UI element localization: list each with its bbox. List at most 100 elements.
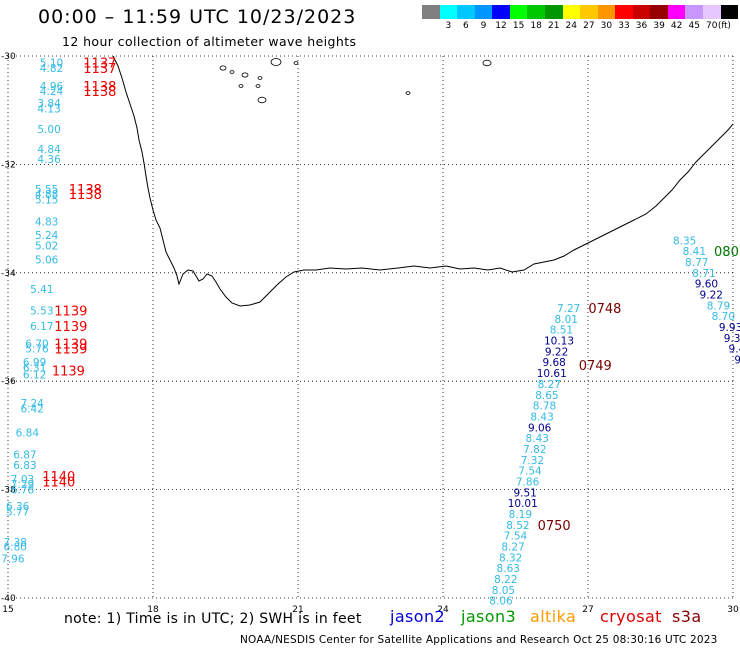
scale-swatch	[457, 5, 475, 19]
scale-swatch	[685, 5, 703, 19]
wave-height-value: 9.38	[724, 333, 740, 345]
scale-tick-label: 6	[463, 21, 469, 31]
wave-height-value: 7.32	[521, 455, 544, 467]
wave-height-value: 9.06	[528, 422, 552, 434]
scale-swatch	[509, 5, 528, 19]
wave-height-value: 6.84	[16, 428, 40, 440]
wave-height-value: 8.19	[509, 509, 532, 521]
satellite-legend-item: altika	[530, 607, 577, 626]
wave-height-value: 8.32	[499, 552, 522, 564]
pass-time-label: 1140	[42, 475, 75, 490]
scale-tick-label: 21	[547, 21, 560, 31]
pass-time-label: 1138	[69, 183, 102, 198]
wave-height-value: 8.06	[489, 596, 513, 608]
color-scale-labels: 3 6 9 12 15 18 21 24 27 30 33 36 39 42 45 70	[422, 21, 738, 33]
wave-height-value: 5.55	[35, 184, 58, 196]
scale-swatch	[632, 5, 651, 19]
graticule	[7, 55, 734, 599]
latitude-label: -30	[1, 52, 16, 62]
pass-time-label: 1140	[42, 470, 75, 485]
wave-height-value: 5.24	[35, 230, 59, 242]
wave-height-value: 8.35	[673, 235, 696, 247]
wave-height-value: 5.00	[37, 124, 60, 136]
map-title: 00:00 – 11:59 UTC 10/23/2023	[38, 6, 357, 28]
wave-height-value: 7.24	[20, 398, 44, 410]
wave-height-value: 6.17	[30, 321, 53, 333]
wave-height-value: 8.22	[494, 574, 517, 586]
longitude-label: 15	[2, 605, 13, 615]
wave-height-value: 8.01	[555, 314, 578, 326]
wave-height-value: 3.84	[37, 98, 61, 110]
wave-height-value: 8.43	[530, 411, 553, 423]
wave-height-value: 5.77	[6, 506, 29, 518]
island-outline	[482, 59, 492, 67]
longitude-label: 18	[147, 605, 159, 615]
longitude-label: 27	[582, 605, 593, 615]
wave-height-values: 5.104.82 4.964.243.844.13 5.00 4.844.36 5.55…	[1, 58, 740, 608]
pass-time-label: 1138	[83, 80, 116, 95]
scale-tick-label: 15	[512, 21, 525, 31]
wave-height-value: 7.54	[518, 466, 542, 478]
wave-height-value: 4.36	[37, 154, 61, 166]
wave-height-value: 5.15	[35, 195, 58, 207]
pass-time-label: 1139	[52, 364, 85, 379]
wave-height-value: 5.53	[30, 306, 53, 318]
wave-height-value: 9.47	[729, 344, 740, 356]
wave-height-value: 6.42	[20, 403, 43, 415]
wave-height-value: 10.61	[537, 368, 567, 380]
longitude-label: 21	[292, 605, 303, 615]
wave-height-value: 10.01	[508, 498, 538, 510]
scale-unit-label: (ft)	[718, 21, 731, 31]
pass-time-label: 1139	[54, 320, 87, 335]
wave-height-value: 7.38	[4, 537, 27, 549]
map-subtitle: 12 hour collection of altimeter wave hei…	[62, 34, 357, 49]
wave-height-value: 5.41	[30, 284, 53, 296]
wave-height-value: 6.83	[13, 460, 36, 472]
latitude-label: -40	[1, 594, 16, 604]
pass-time-label: 0807	[714, 245, 740, 260]
wave-height-value: 9.68	[542, 357, 565, 369]
wave-height-value: 8.27	[538, 379, 561, 391]
wave-height-value: 8.05	[492, 585, 515, 597]
pass-time-label: 1138	[83, 85, 116, 100]
wave-height-value: 6.36	[6, 501, 30, 513]
island-outline	[219, 65, 227, 71]
wave-height-value: 8.27	[501, 542, 524, 554]
credit-footer: NOAA/NESDIS Center for Satellite Applica…	[240, 634, 718, 646]
scale-swatch	[597, 5, 616, 19]
wave-height-value: 8.63	[497, 563, 520, 575]
pass-time-label: 0748	[588, 302, 621, 317]
pass-time-label: 1138	[69, 188, 102, 203]
wave-height-value: 10.13	[544, 336, 574, 348]
wave-height-value: 8.41	[683, 246, 706, 258]
wave-height-value: 8.43	[526, 433, 549, 445]
scale-swatch	[544, 5, 563, 19]
pass-time-label: 1137	[83, 57, 116, 72]
wave-height-value: 9.22	[700, 289, 723, 301]
scale-tick-label: 33	[618, 21, 630, 31]
scale-swatch	[720, 5, 739, 19]
scale-tick-label: 3	[445, 21, 452, 31]
wave-height-value: 8.70	[712, 311, 735, 323]
wave-height-value: 6.12	[23, 370, 46, 382]
satellite-legend-item: jason3	[461, 607, 517, 626]
pass-times: 1137113711381138113811381139113911391139…	[42, 57, 740, 534]
satellite-legend-item: s3a	[672, 607, 702, 626]
scale-tick-label: 27	[583, 21, 595, 31]
scale-swatch	[422, 5, 440, 19]
wave-height-value: 4.82	[40, 63, 63, 75]
scale-tick-label: 30	[600, 21, 613, 31]
island-outline	[257, 96, 267, 104]
wave-height-value: 7.03	[11, 474, 34, 486]
scale-swatch	[703, 5, 721, 19]
pass-time-label: 0749	[579, 359, 612, 374]
wave-height-value: 8.77	[685, 257, 708, 269]
wave-height-value: 7.29	[11, 479, 34, 491]
wave-height-value: 6.80	[4, 542, 27, 554]
wave-height-value: 9.93	[719, 322, 740, 334]
wave-height-value: 8.51	[550, 325, 573, 337]
scale-swatch	[650, 5, 668, 19]
axis-labels: 15 18 21 24 27 30 -30 -32 -34 -36 -38 -40	[1, 52, 739, 615]
wave-height-value: 7.82	[523, 444, 546, 456]
wave-height-value: 7.86	[516, 476, 540, 488]
